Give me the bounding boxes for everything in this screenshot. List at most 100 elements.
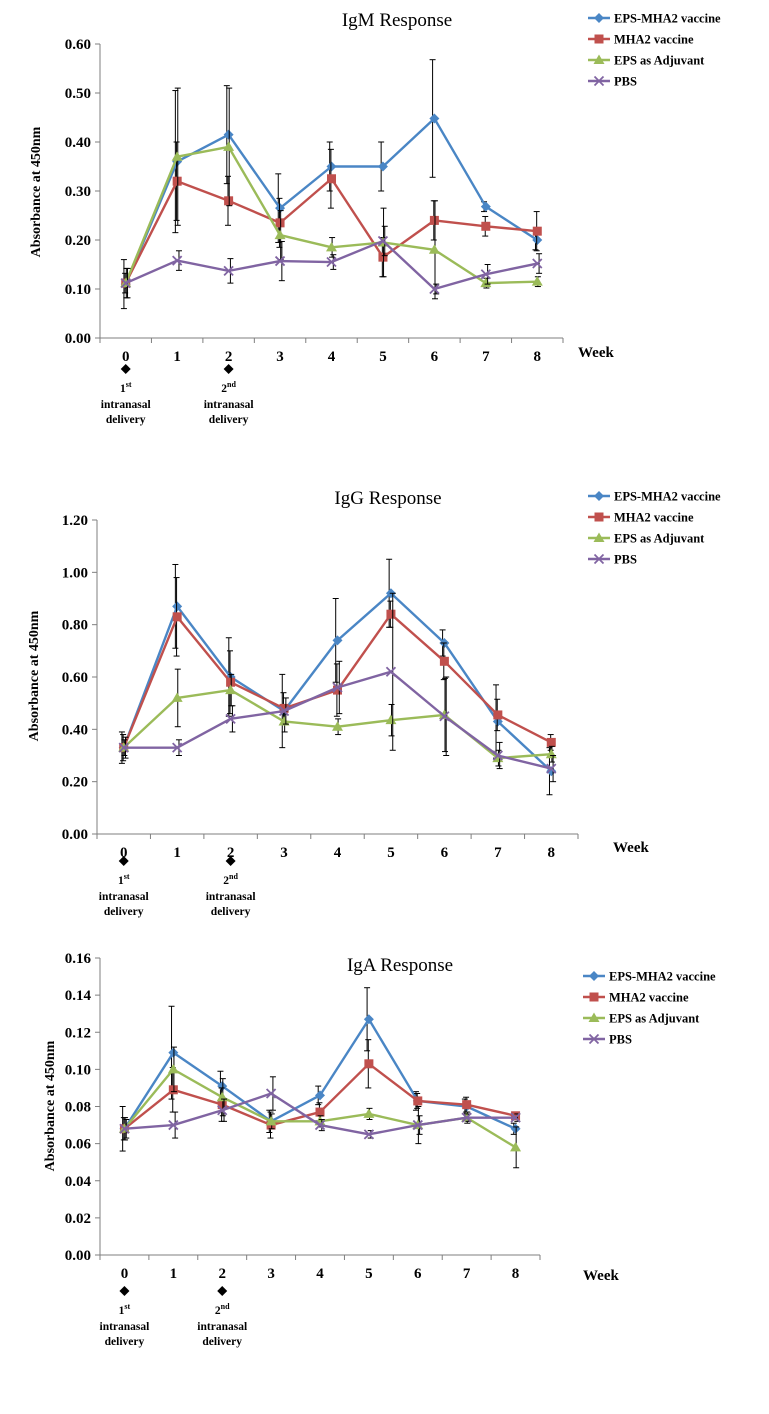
x-tick-label: 4 (316, 1266, 324, 1282)
delivery-annotation: 2nd intranasal delivery (197, 1286, 247, 1348)
chart-igm: IgM Response 0.00 0.10 0.20 0.30 0.40 0.50 0.60… (29, 10, 721, 426)
data-point (332, 635, 343, 646)
data-point (225, 684, 237, 695)
data-point (428, 244, 440, 254)
delivery-text-line1: intranasal (101, 399, 151, 411)
delivery-marker-icon (118, 856, 129, 866)
x-tick-label: 4 (334, 845, 342, 861)
y-tick-label: 0.04 (65, 1174, 92, 1190)
data-point (532, 226, 542, 236)
chart-igg: IgG Response 0.00 0.20 0.40 0.60 0.80 1.00 1.20… (27, 488, 721, 918)
legend-item: EPS as Adjuvant (588, 54, 705, 68)
data-point (172, 255, 183, 266)
x-tick-label: 5 (379, 349, 387, 365)
y-tick-label: 0.12 (65, 1025, 91, 1041)
y-tick-label: 1.20 (62, 513, 88, 529)
legend-item: EPS as Adjuvant (583, 1012, 700, 1026)
data-point (118, 742, 129, 753)
chart-title: IgA Response (347, 955, 453, 976)
series-eps-mha2-vaccine (118, 558, 557, 796)
data-point (225, 713, 236, 725)
x-tick-label: 0 (121, 1266, 129, 1282)
legend: EPS-MHA2 vaccine MHA2 vaccine EPS as Adjuv… (583, 970, 716, 1047)
data-point (333, 685, 342, 695)
chart-title: IgM Response (342, 10, 452, 31)
legend-marker (594, 34, 604, 44)
series-eps-as-adjuvant (118, 1046, 522, 1169)
data-point (223, 129, 234, 140)
y-axis-title: Absorbance at 450nm (27, 610, 42, 741)
delivery-ordinal: 1st (120, 380, 132, 395)
y-tick-label: 0.40 (65, 135, 91, 151)
delivery-text-line2: delivery (106, 414, 146, 426)
delivery-text-line2: delivery (202, 1336, 242, 1348)
delivery-ordinal-suffix: nd (221, 1302, 230, 1311)
delivery-ordinal-suffix: st (124, 1302, 130, 1311)
data-point (226, 677, 236, 687)
legend-label: MHA2 vaccine (614, 511, 694, 525)
legend-item: EPS as Adjuvant (588, 532, 705, 546)
data-point (385, 714, 397, 725)
data-point (412, 1119, 423, 1131)
delivery-text-line1: intranasal (100, 1321, 150, 1333)
delivery-ordinal-suffix: st (124, 872, 130, 881)
data-point (171, 151, 183, 161)
data-point (326, 241, 337, 252)
y-tick-label: 0.20 (62, 775, 88, 791)
x-tick-label: 6 (441, 845, 449, 861)
legend-marker (589, 971, 599, 981)
x-tick-label: 2 (218, 1266, 226, 1282)
data-point (429, 215, 439, 225)
legend-label: EPS-MHA2 vaccine (614, 12, 721, 26)
x-tick-label: 3 (267, 1266, 275, 1282)
data-point (217, 1081, 228, 1092)
data-point (120, 277, 131, 289)
legend-label: EPS-MHA2 vaccine (614, 490, 721, 504)
delivery-marker-icon (223, 364, 234, 374)
delivery-annotation: 2nd intranasal delivery (204, 364, 254, 426)
delivery-ordinal: 1st (119, 1302, 131, 1317)
data-point (172, 742, 183, 753)
delivery-annotation: 1st intranasal delivery (100, 1286, 150, 1348)
x-tick-label: 1 (173, 845, 181, 861)
data-point (480, 277, 492, 288)
y-tick-label: 0.60 (62, 670, 88, 686)
data-point (224, 196, 234, 206)
series-line (124, 117, 538, 285)
data-point (326, 256, 337, 268)
y-tick-label: 0.00 (65, 1248, 91, 1264)
delivery-marker-icon (120, 364, 131, 374)
data-point (172, 176, 182, 186)
legend-item: EPS-MHA2 vaccine (588, 12, 721, 26)
series-pbs (120, 225, 543, 299)
legend-marker (588, 1012, 600, 1022)
chart-title: IgG Response (334, 488, 441, 509)
series-line (124, 177, 538, 284)
legend-item: EPS-MHA2 vaccine (588, 490, 721, 504)
data-point (223, 265, 234, 277)
data-point (377, 161, 388, 172)
legend-marker (594, 512, 604, 522)
y-tick-label: 0.16 (65, 951, 92, 967)
delivery-annotation: 1st intranasal delivery (99, 856, 149, 918)
data-point (332, 682, 343, 693)
x-tick-label: 1 (173, 349, 181, 365)
x-tick-label: 0 (120, 845, 128, 861)
legend-item: PBS (583, 1033, 632, 1047)
series-pbs (118, 592, 557, 783)
data-point (429, 113, 440, 124)
data-point (315, 1107, 325, 1117)
legend-marker (589, 992, 599, 1002)
x-tick-label: 5 (365, 1266, 373, 1282)
x-tick-label: 4 (328, 349, 336, 365)
legend-label: EPS as Adjuvant (614, 54, 705, 68)
delivery-text-line1: intranasal (197, 1321, 247, 1333)
data-point (315, 1090, 325, 1101)
chart-iga: IgA Response 0.00 0.02 0.04 0.06 0.08 0.10 0.12… (43, 951, 716, 1348)
series-eps-as-adjuvant (120, 87, 543, 300)
data-point (438, 709, 450, 719)
data-point (377, 235, 389, 247)
y-tick-label: 0.20 (65, 233, 91, 249)
data-point (462, 1100, 472, 1110)
data-point (168, 1085, 178, 1095)
